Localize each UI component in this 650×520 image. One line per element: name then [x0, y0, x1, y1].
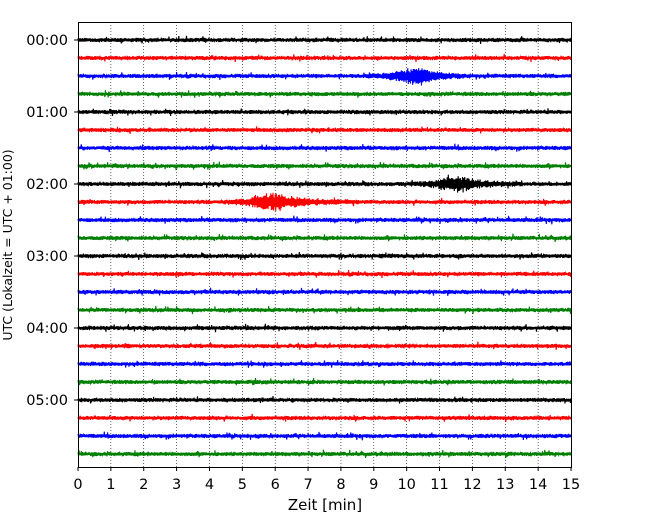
- y-tick-label: 00:00: [26, 33, 68, 49]
- x-gridlines: [110, 22, 539, 467]
- x-axis-ticks: 0 1 2 3 4 5 6 7 8 9 10 11 12 13 14 15: [73, 467, 580, 493]
- x-tick-label: 5: [238, 477, 247, 493]
- x-tick-label: 12: [463, 477, 481, 493]
- seismic-trace: [77, 215, 572, 225]
- seismic-trace: [77, 431, 572, 441]
- seismic-trace: [77, 233, 572, 242]
- seismic-trace: [77, 252, 572, 261]
- x-tick-label: 7: [303, 477, 312, 493]
- seismic-trace: [77, 35, 572, 44]
- seismic-trace: [77, 90, 572, 98]
- x-tick-label: 10: [397, 477, 415, 493]
- seismic-trace: [77, 323, 572, 333]
- x-axis-label: Zeit [min]: [288, 496, 362, 514]
- seismic-trace: [77, 449, 572, 458]
- plot-frame: [78, 22, 572, 468]
- seismic-trace: [77, 68, 572, 86]
- seismic-trace: [77, 269, 572, 278]
- seismic-trace: [77, 305, 572, 315]
- y-tick-label: 05:00: [26, 393, 68, 409]
- x-tick-label: 9: [369, 477, 378, 493]
- x-tick-label: 11: [430, 477, 448, 493]
- x-tick-label: 1: [106, 477, 115, 493]
- seismic-trace: [77, 287, 572, 296]
- seismic-trace: [77, 126, 572, 135]
- y-axis-ticks: 00:00 01:00 02:00 03:00 04:00 05:00: [26, 33, 78, 409]
- x-tick-label: 15: [562, 477, 580, 493]
- seismic-trace: [77, 53, 572, 63]
- y-tick-label: 01:00: [26, 105, 68, 121]
- seismic-trace: [77, 108, 572, 116]
- x-tick-label: 2: [139, 477, 148, 493]
- x-tick-label: 13: [496, 477, 514, 493]
- x-tick-label: 6: [271, 477, 280, 493]
- y-axis-label: UTC (Lokalzeit = UTC + 01:00): [0, 149, 15, 340]
- x-tick-label: 0: [73, 477, 82, 493]
- x-tick-label: 14: [529, 477, 547, 493]
- y-tick-label: 02:00: [26, 177, 68, 193]
- seismic-trace: [77, 341, 572, 350]
- seismic-trace: [77, 413, 572, 423]
- seismic-trace: [77, 395, 572, 404]
- seismic-trace: [77, 360, 572, 368]
- seismic-trace: [77, 143, 572, 153]
- y-tick-label: 03:00: [26, 249, 68, 265]
- x-tick-label: 4: [205, 477, 214, 493]
- seismic-traces: [77, 35, 572, 458]
- seismic-trace: [77, 192, 572, 212]
- seismic-trace: [77, 174, 572, 193]
- x-tick-label: 3: [172, 477, 181, 493]
- y-tick-label: 04:00: [26, 321, 68, 337]
- seismic-trace: [77, 378, 572, 386]
- seismic-trace: [77, 161, 572, 171]
- x-tick-label: 8: [336, 477, 345, 493]
